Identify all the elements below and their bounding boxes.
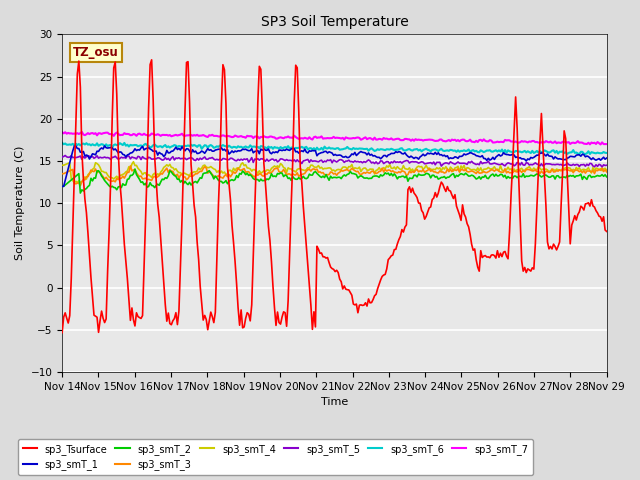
sp3_smT_2: [300, 173, 307, 179]
sp3_smT_3: [128, 168, 136, 174]
sp3_smT_1: [240, 146, 248, 152]
sp3_smT_7: [298, 135, 306, 141]
sp3_smT_5: [603, 162, 611, 168]
sp3_Tsurface: [298, 180, 306, 185]
sp3_smT_7: [222, 133, 230, 139]
sp3_smT_6: [296, 145, 304, 151]
sp3_smT_7: [603, 141, 611, 147]
sp3_smT_6: [572, 150, 580, 156]
Line: sp3_smT_7: sp3_smT_7: [62, 132, 607, 144]
sp3_Tsurface: [58, 330, 66, 336]
sp3_smT_3: [603, 169, 611, 175]
sp3_smT_1: [298, 148, 306, 154]
sp3_Tsurface: [148, 57, 156, 63]
sp3_smT_4: [223, 171, 231, 177]
Y-axis label: Soil Temperature (C): Soil Temperature (C): [15, 146, 25, 261]
sp3_smT_4: [300, 167, 307, 173]
sp3_smT_4: [575, 165, 583, 171]
sp3_smT_5: [58, 154, 66, 160]
Line: sp3_smT_5: sp3_smT_5: [62, 156, 607, 167]
sp3_smT_2: [575, 173, 583, 179]
sp3_smT_3: [300, 171, 307, 177]
Text: TZ_osu: TZ_osu: [73, 46, 119, 59]
sp3_smT_2: [251, 177, 259, 182]
sp3_smT_1: [574, 152, 582, 158]
sp3_smT_2: [223, 181, 231, 187]
Line: sp3_smT_4: sp3_smT_4: [62, 162, 607, 183]
sp3_smT_3: [58, 171, 66, 177]
Legend: sp3_Tsurface, sp3_smT_1, sp3_smT_2, sp3_smT_3, sp3_smT_4, sp3_smT_5, sp3_smT_6, : sp3_Tsurface, sp3_smT_1, sp3_smT_2, sp3_…: [18, 439, 533, 475]
sp3_smT_5: [574, 162, 582, 168]
sp3_smT_2: [58, 183, 66, 189]
sp3_smT_5: [598, 164, 606, 170]
sp3_smT_3: [223, 174, 231, 180]
sp3_smT_7: [596, 142, 604, 147]
sp3_smT_4: [603, 167, 611, 173]
sp3_Tsurface: [574, 212, 582, 217]
sp3_smT_2: [127, 172, 134, 178]
Title: SP3 Soil Temperature: SP3 Soil Temperature: [260, 15, 408, 29]
sp3_smT_7: [240, 134, 248, 140]
sp3_smT_6: [248, 144, 255, 150]
sp3_smT_4: [127, 165, 134, 171]
sp3_smT_1: [250, 150, 257, 156]
sp3_smT_4: [242, 162, 250, 168]
sp3_smT_1: [603, 155, 611, 161]
sp3_Tsurface: [250, 252, 257, 258]
sp3_smT_5: [222, 156, 230, 162]
sp3_smT_3: [575, 169, 583, 175]
sp3_smT_5: [250, 159, 257, 165]
sp3_smT_7: [250, 135, 257, 141]
sp3_smT_1: [72, 143, 79, 149]
sp3_smT_6: [575, 151, 583, 157]
sp3_smT_1: [127, 150, 134, 156]
sp3_smT_4: [251, 167, 259, 173]
sp3_smT_5: [61, 153, 69, 158]
sp3_smT_3: [251, 174, 259, 180]
Line: sp3_smT_2: sp3_smT_2: [62, 169, 607, 193]
sp3_smT_7: [58, 129, 66, 135]
Line: sp3_smT_3: sp3_smT_3: [62, 166, 607, 186]
sp3_Tsurface: [603, 228, 611, 234]
sp3_smT_6: [221, 143, 228, 149]
sp3_smT_3: [127, 163, 134, 169]
sp3_smT_6: [58, 140, 66, 146]
sp3_smT_5: [298, 161, 306, 167]
sp3_smT_7: [127, 132, 134, 138]
sp3_smT_2: [131, 166, 139, 172]
sp3_smT_4: [58, 162, 66, 168]
Line: sp3_smT_6: sp3_smT_6: [62, 143, 607, 154]
Line: sp3_Tsurface: sp3_Tsurface: [62, 60, 607, 333]
sp3_smT_5: [240, 156, 248, 162]
sp3_smT_1: [222, 148, 230, 154]
sp3_smT_5: [127, 156, 134, 162]
sp3_smT_2: [603, 174, 611, 180]
sp3_smT_4: [70, 180, 78, 186]
sp3_smT_2: [77, 190, 84, 196]
sp3_smT_6: [239, 145, 246, 151]
sp3_Tsurface: [125, 297, 132, 302]
sp3_smT_4: [129, 159, 137, 165]
sp3_Tsurface: [222, 101, 230, 107]
sp3_smT_3: [77, 183, 84, 189]
sp3_smT_7: [78, 129, 86, 135]
sp3_Tsurface: [240, 324, 248, 330]
sp3_smT_3: [242, 169, 250, 175]
sp3_smT_7: [574, 138, 582, 144]
sp3_smT_6: [125, 144, 132, 149]
Line: sp3_smT_1: sp3_smT_1: [62, 146, 607, 186]
X-axis label: Time: Time: [321, 397, 348, 408]
sp3_smT_1: [58, 183, 66, 189]
sp3_smT_6: [603, 150, 611, 156]
sp3_smT_2: [242, 172, 250, 178]
